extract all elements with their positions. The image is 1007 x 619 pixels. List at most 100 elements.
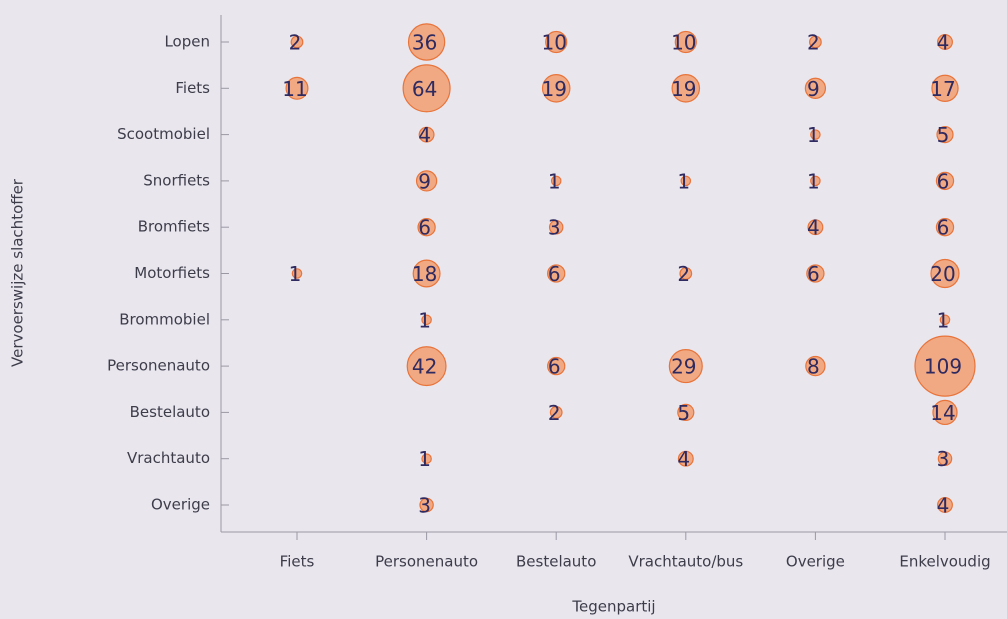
x-tick-label: Vrachtauto/bus xyxy=(628,553,743,571)
value-label: 4 xyxy=(937,494,950,518)
value-label: 29 xyxy=(671,355,696,379)
value-label: 1 xyxy=(807,169,820,193)
bubble xyxy=(677,403,695,421)
value-label: 1 xyxy=(677,169,690,193)
value-label: 19 xyxy=(671,77,696,101)
value-label: 4 xyxy=(807,216,820,240)
y-tick-label: Scootmobiel xyxy=(117,125,210,143)
bubble xyxy=(674,30,697,54)
bubble xyxy=(914,335,976,397)
value-label: 1 xyxy=(548,169,561,193)
bubble xyxy=(290,35,304,49)
bubble xyxy=(412,259,441,288)
bubble xyxy=(935,171,955,191)
bubble xyxy=(939,314,951,326)
value-label: 2 xyxy=(677,262,690,286)
bubble xyxy=(810,175,821,187)
bubble xyxy=(545,30,568,54)
value-label: 5 xyxy=(937,123,950,147)
bubble xyxy=(402,64,451,113)
y-tick-label: Personenauto xyxy=(107,357,210,375)
value-label: 109 xyxy=(924,355,962,379)
x-axis-title: Tegenpartij xyxy=(571,598,655,616)
value-label: 20 xyxy=(930,262,955,286)
value-label: 14 xyxy=(930,401,955,425)
y-tick-label: Fiets xyxy=(175,79,210,97)
bubble xyxy=(679,267,693,280)
value-label: 10 xyxy=(671,31,696,55)
bubble xyxy=(671,74,701,103)
bubble xyxy=(804,77,827,99)
bubble xyxy=(937,497,953,513)
bubble xyxy=(418,126,435,143)
bubble xyxy=(291,268,303,279)
value-label: 64 xyxy=(412,77,437,101)
value-label: 8 xyxy=(807,355,820,379)
value-label: 3 xyxy=(548,216,561,240)
value-label: 2 xyxy=(807,31,820,55)
value-label: 4 xyxy=(677,447,690,471)
value-label: 4 xyxy=(937,31,950,55)
bubble xyxy=(806,264,825,283)
bubble xyxy=(421,453,432,464)
x-tick-label: Personenauto xyxy=(375,553,478,571)
bubble xyxy=(541,74,571,103)
bubble xyxy=(407,23,446,61)
value-label: 3 xyxy=(937,447,950,471)
value-label: 6 xyxy=(418,216,431,240)
y-tick-label: Brommobiel xyxy=(119,310,210,328)
value-label: 1 xyxy=(418,447,431,471)
bubble xyxy=(805,355,826,377)
bubble xyxy=(937,34,953,50)
value-label: 9 xyxy=(418,169,431,193)
bubble xyxy=(807,219,824,236)
value-label: 2 xyxy=(289,31,302,55)
value-label: 2 xyxy=(548,401,561,425)
y-tick-label: Bromfiets xyxy=(138,218,210,236)
value-label: 1 xyxy=(807,123,820,147)
value-label: 17 xyxy=(930,77,955,101)
value-label: 5 xyxy=(677,401,690,425)
x-tick-label: Fiets xyxy=(280,553,315,571)
bubble xyxy=(547,264,566,283)
x-tick-label: Bestelauto xyxy=(516,553,596,571)
value-label: 3 xyxy=(418,494,431,518)
value-label: 4 xyxy=(418,123,431,147)
value-label: 6 xyxy=(548,262,561,286)
y-tick-label: Snorfiets xyxy=(143,171,210,189)
bubble xyxy=(547,356,566,376)
bubble xyxy=(406,346,447,387)
bubble xyxy=(285,76,309,100)
bubble xyxy=(419,497,434,513)
bubble xyxy=(668,349,703,384)
value-label: 6 xyxy=(807,262,820,286)
value-label: 1 xyxy=(937,308,950,332)
bubble xyxy=(810,129,821,140)
bubble xyxy=(550,175,562,187)
value-label: 9 xyxy=(807,77,820,101)
bubble xyxy=(936,126,954,144)
bubble xyxy=(421,314,432,326)
value-label: 42 xyxy=(412,355,437,379)
value-label: 10 xyxy=(541,31,566,55)
y-tick-label: Vrachtauto xyxy=(127,449,210,467)
value-label: 18 xyxy=(412,262,437,286)
y-tick-label: Motorfiets xyxy=(134,264,210,282)
value-label: 19 xyxy=(541,77,566,101)
bubble xyxy=(415,170,438,192)
y-axis-title: Vervoerswijze slachtoffer xyxy=(9,178,27,367)
bubble xyxy=(677,450,694,467)
y-tick-label: Lopen xyxy=(164,33,210,51)
value-label: 1 xyxy=(418,308,431,332)
value-label: 6 xyxy=(548,355,561,379)
bubble xyxy=(809,35,822,49)
bubble xyxy=(417,218,436,237)
y-tick-label: Bestelauto xyxy=(130,403,210,421)
value-label: 36 xyxy=(412,31,437,55)
x-tick-label: Overige xyxy=(786,553,845,571)
value-label: 6 xyxy=(937,169,950,193)
bubble xyxy=(937,451,953,466)
bubble xyxy=(935,218,955,237)
bubble xyxy=(549,406,563,419)
